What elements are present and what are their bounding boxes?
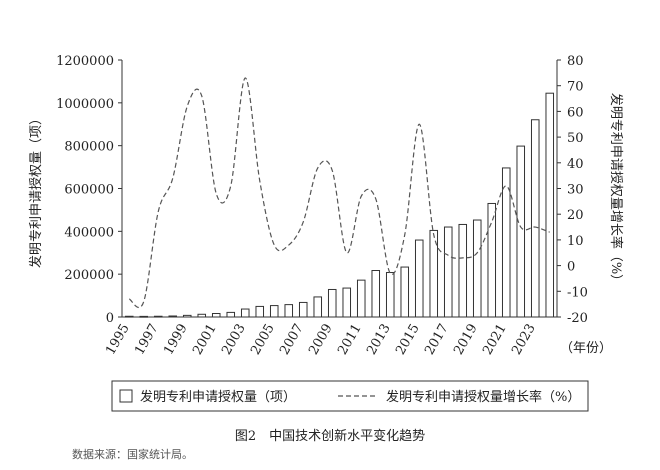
bar-series	[124, 92, 555, 318]
bar	[240, 308, 250, 318]
y-right-tick-labels: -20 -10 0 10 20 30 40 50 60 70 80	[557, 54, 588, 326]
x-unit-label: （年份）	[560, 341, 612, 356]
y-left-tick-label: 800000	[64, 140, 114, 155]
bar	[472, 219, 482, 318]
data-source-note: 数据来源：国家统计局。	[72, 448, 193, 461]
bar	[197, 313, 207, 318]
bar	[269, 305, 279, 318]
x-tick-label: 2019	[451, 322, 481, 358]
y-left-tick-label: 0	[106, 311, 114, 326]
bar	[443, 226, 453, 318]
bar	[153, 315, 163, 318]
y-left-tick-label: 400000	[64, 225, 114, 240]
bar	[182, 314, 192, 318]
figure-caption: 图2 中国技术创新水平变化趋势	[234, 429, 426, 444]
bar	[124, 315, 134, 318]
bar	[400, 266, 410, 318]
bar	[385, 272, 395, 318]
y-right-tick-label: 10	[567, 234, 584, 249]
bar	[545, 92, 555, 318]
y-left-axis-title: 发明专利申请授权量（项）	[28, 112, 44, 268]
x-tick-label: 1995	[103, 322, 133, 358]
x-tick-labels: 1995 1997 1999 2001 2003 2005 2007 2009 2011 2013…	[103, 322, 539, 358]
y-right-tick-label: 50	[567, 131, 584, 146]
x-tick-label: 1999	[161, 322, 191, 358]
y-right-axis-title: 发明专利申请授权量增长率（%）	[608, 93, 624, 287]
bar	[501, 167, 511, 318]
y-right-tick-label: 70	[567, 80, 584, 95]
x-tick-label: 2017	[422, 322, 452, 358]
y-left-tick-label: 1000000	[56, 97, 114, 112]
y-right-tick-label: -20	[567, 311, 588, 326]
bar	[487, 202, 497, 318]
x-tick-label: 2005	[248, 322, 278, 358]
legend-bar-label: 发明专利申请授权量（项）	[140, 389, 296, 405]
x-tick-label: 1997	[132, 322, 162, 358]
bar	[313, 296, 323, 318]
growth-rate-line	[128, 77, 550, 308]
x-tick-label: 2021	[480, 322, 510, 358]
y-right-tick-label: 30	[567, 183, 584, 198]
bar	[255, 305, 265, 318]
bar	[414, 239, 424, 318]
y-right-tick-label: -10	[567, 285, 588, 300]
x-tick-label: 2015	[393, 322, 423, 358]
y-right-tick-label: 60	[567, 105, 584, 120]
legend-bar-swatch	[119, 389, 133, 403]
y-left-tick-label: 600000	[64, 183, 114, 198]
bar	[168, 315, 178, 318]
legend-frame	[111, 380, 589, 412]
bar	[327, 288, 337, 318]
bar	[429, 229, 439, 318]
chart: 发明专利申请授权量（项） 发明专利申请授权量增长率（%） 02000004000…	[28, 54, 624, 412]
legend: 发明专利申请授权量（项） 发明专利申请授权量增长率（%）	[111, 380, 589, 412]
bar	[284, 304, 294, 318]
x-tick-label: 2011	[335, 322, 365, 358]
bar	[458, 223, 468, 318]
x-tick-label: 2001	[190, 322, 220, 358]
bar	[211, 313, 221, 318]
x-tick-label: 2003	[219, 322, 249, 358]
y-right-tick-label: 40	[567, 157, 584, 172]
bar	[139, 315, 149, 318]
x-tick-label: 2013	[364, 322, 394, 358]
bar	[298, 301, 308, 318]
bar	[530, 119, 540, 318]
bar	[226, 311, 236, 318]
x-tick-label: 2007	[277, 322, 307, 358]
bar	[342, 287, 352, 318]
y-left-tick-labels: 0 200000 400000 600000 800000 1000000 1200000	[56, 54, 122, 326]
legend-line-label: 发明专利申请授权量增长率（%）	[386, 389, 580, 405]
y-right-tick-label: 20	[567, 208, 584, 223]
bar	[356, 279, 366, 318]
y-left-tick-label: 200000	[64, 268, 114, 283]
y-right-tick-label: 80	[567, 54, 584, 69]
y-left-tick-label: 1200000	[56, 54, 114, 69]
x-tick-label: 2023	[509, 322, 539, 358]
bar	[516, 145, 526, 318]
y-right-tick-label: 0	[567, 260, 575, 275]
bar	[371, 270, 381, 318]
x-tick-label: 2009	[306, 322, 336, 358]
